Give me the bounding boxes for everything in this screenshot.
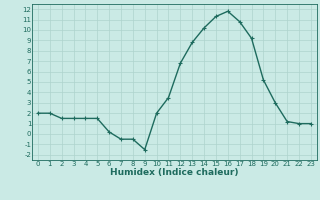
X-axis label: Humidex (Indice chaleur): Humidex (Indice chaleur) — [110, 168, 239, 177]
